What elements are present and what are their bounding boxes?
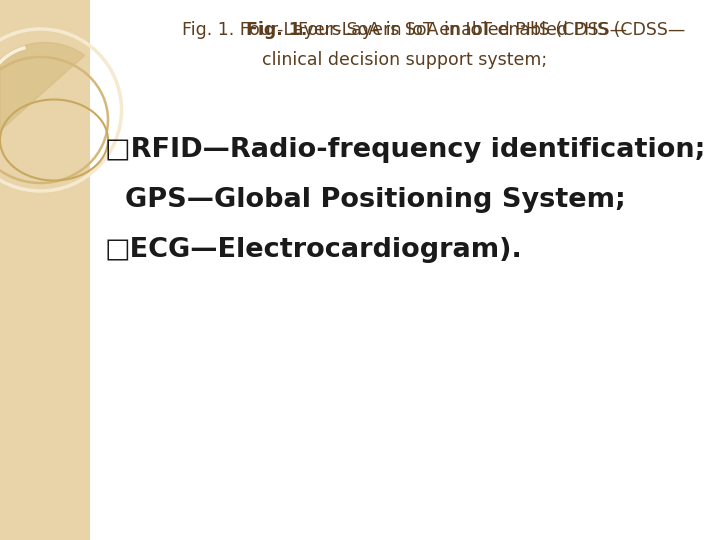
Text: Four-Layers SoA in IoT enabled PHS (CDSS—: Four-Layers SoA in IoT enabled PHS (CDSS… xyxy=(298,21,685,39)
Text: □RFID—Radio-frequency identification;: □RFID—Radio-frequency identification; xyxy=(105,137,706,163)
Polygon shape xyxy=(0,43,85,131)
FancyBboxPatch shape xyxy=(0,0,90,540)
Text: Fig. 1. Four-Layers SoA in IoT enabled PHS (CDSS—: Fig. 1. Four-Layers SoA in IoT enabled P… xyxy=(182,21,628,39)
Text: GPS—Global Positioning System;: GPS—Global Positioning System; xyxy=(125,187,626,213)
Text: Fig. 1. Four-Layers SoA in IoT enabled PHS (CDSS—: Fig. 1. Four-Layers SoA in IoT enabled P… xyxy=(182,21,628,39)
Text: Fig. 1.: Fig. 1. xyxy=(246,21,313,39)
Text: clinical decision support system;: clinical decision support system; xyxy=(262,51,548,69)
Text: □ECG—Electrocardiogram).: □ECG—Electrocardiogram). xyxy=(105,237,523,263)
